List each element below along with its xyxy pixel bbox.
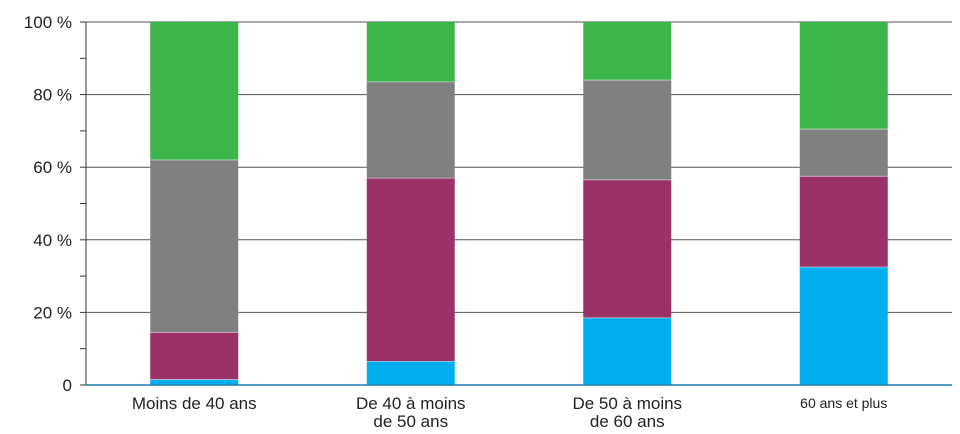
bar-segment bbox=[583, 22, 672, 81]
bar-segment bbox=[799, 267, 888, 385]
y-tick-label: 40 % bbox=[33, 231, 72, 250]
y-tick-label: 60 % bbox=[33, 158, 72, 177]
bar-segment bbox=[366, 178, 455, 362]
y-tick-label: 0 bbox=[63, 376, 72, 395]
bar-segment bbox=[150, 332, 239, 380]
category-label: 60 ans et plus bbox=[800, 395, 887, 411]
bar-segment bbox=[799, 176, 888, 268]
bar-segment bbox=[583, 317, 672, 385]
axes bbox=[80, 21, 952, 386]
bar-segment bbox=[583, 179, 672, 318]
category-label: De 50 à moins de 60 ans bbox=[572, 394, 682, 431]
y-tick-labels: 0 20 % 40 % 60 % 80 % 100 % bbox=[24, 13, 72, 395]
bar-segment bbox=[366, 22, 455, 82]
bar-segment bbox=[150, 159, 239, 333]
bar-segment bbox=[150, 22, 239, 160]
y-tick-label: 80 % bbox=[33, 86, 72, 105]
bar-segment bbox=[799, 22, 888, 130]
bar-segment bbox=[150, 379, 239, 385]
y-tick-label: 100 % bbox=[24, 13, 72, 32]
bar-segment bbox=[799, 129, 888, 177]
category-label: Moins de 40 ans bbox=[132, 394, 257, 413]
category-label: De 40 à moins de 50 ans bbox=[356, 394, 466, 431]
y-tick-label: 20 % bbox=[33, 303, 72, 322]
category-labels: Moins de 40 ans De 40 à moins de 50 ans De … bbox=[132, 394, 887, 431]
bar-segment bbox=[583, 80, 672, 180]
bars bbox=[150, 22, 888, 385]
bar-segment bbox=[366, 81, 455, 179]
bar-segment bbox=[366, 361, 455, 385]
